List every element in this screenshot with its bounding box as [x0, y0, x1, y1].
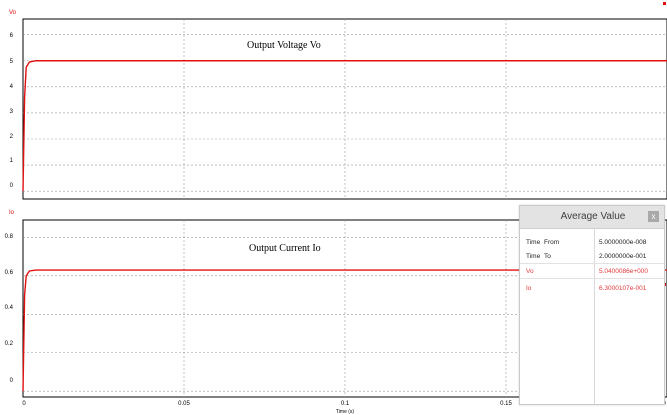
ytick-vo-3: 3 — [10, 109, 14, 115]
avg-row-time-to: Time To 2.0000000e-001 — [520, 250, 664, 264]
ytick-io-0.6: 0.6 — [5, 270, 14, 276]
trace-vo — [22, 60, 667, 192]
close-button[interactable]: x — [648, 211, 659, 222]
column-divider — [594, 228, 595, 404]
series-label-vo: Vo — [9, 10, 17, 16]
series-marker-vo — [663, 2, 666, 5]
ytick-io-0.4: 0.4 — [5, 305, 14, 311]
average-value-body: Time From 5.0000000e-008 Time To 2.00000… — [520, 228, 664, 404]
ytick-io-0.8: 0.8 — [5, 234, 14, 240]
ytick-vo-4: 4 — [10, 84, 14, 90]
avg-row-vo: Vo 5.0400086e+000 — [520, 265, 664, 279]
ytick-io-0.2: 0.2 — [5, 341, 14, 347]
annotation-io: Output Current Io — [249, 243, 321, 254]
series-label-io: Io — [9, 210, 15, 216]
avg-row-time-from: Time From 5.0000000e-008 — [520, 236, 664, 249]
xtick-0.15: 0.15 — [500, 401, 512, 407]
avg-row-value: 6.3000107e-001 — [599, 285, 647, 292]
avg-row-io: Io 6.3000107e-001 — [520, 282, 664, 295]
grid-vo — [23, 19, 667, 199]
ytick-vo-5: 5 — [10, 59, 14, 65]
average-value-header: Average Value x — [520, 206, 664, 229]
avg-row-label: Time — [526, 253, 541, 260]
trace-io — [22, 269, 667, 392]
xtick-0.05: 0.05 — [178, 401, 190, 407]
ytick-vo-0: 0 — [10, 183, 14, 189]
avg-row-value: 5.0000000e-008 — [599, 239, 647, 246]
avg-row-label: Io — [526, 285, 532, 292]
xtick-0.1: 0.1 — [341, 401, 350, 407]
avg-row-label: Vo — [526, 268, 534, 275]
avg-row-value: 2.0000000e-001 — [599, 253, 647, 260]
annotation-vo: Output Voltage Vo — [247, 40, 321, 51]
xtick-0: 0 — [22, 401, 26, 407]
avg-row-sublabel: From — [544, 239, 560, 246]
avg-row-value: 5.0400086e+000 — [599, 268, 648, 275]
average-value-title: Average Value — [560, 211, 626, 222]
ytick-io-0: 0 — [10, 378, 14, 384]
avg-row-sublabel: To — [544, 253, 551, 260]
average-value-panel: Average Value x Time From 5.0000000e-008… — [519, 205, 665, 405]
avg-row-label: Time — [526, 239, 541, 246]
x-axis-label: Time (s) — [336, 409, 354, 415]
ytick-vo-1: 1 — [10, 158, 14, 164]
ytick-vo-2: 2 — [10, 134, 14, 140]
ytick-vo-6: 6 — [10, 33, 14, 39]
